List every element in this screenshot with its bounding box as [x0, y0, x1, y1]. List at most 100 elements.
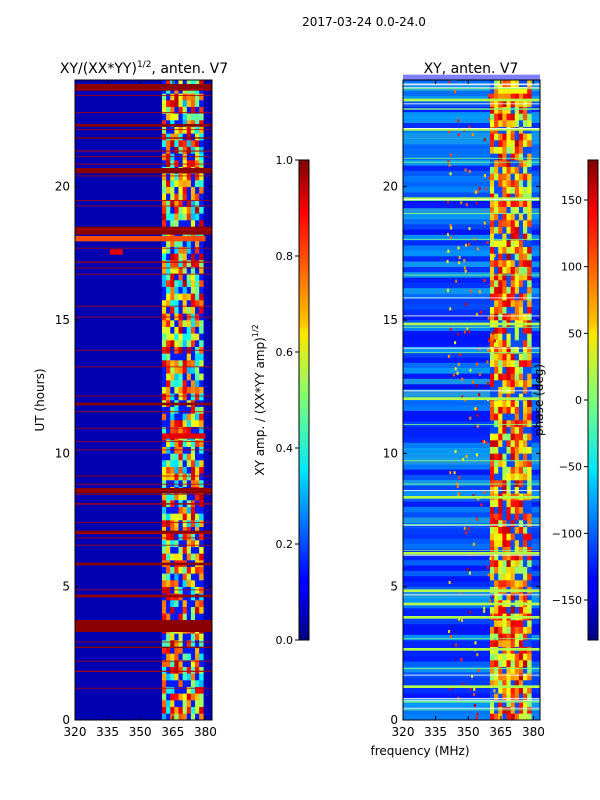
heatmap-cell	[178, 266, 183, 274]
heatmap-cell	[190, 386, 196, 394]
heatmap-cell	[161, 713, 167, 721]
flagged-line	[75, 489, 212, 491]
heatmap-noise-row	[403, 160, 540, 166]
heatmap-cell	[506, 460, 511, 467]
heatmap-cell	[174, 220, 179, 227]
heatmap-cell	[510, 473, 516, 481]
heatmap-cell	[498, 633, 503, 641]
flagged-band	[75, 226, 212, 235]
heatmap-cell	[199, 706, 204, 714]
heatmap-cell	[527, 293, 532, 301]
heatmap-cell	[161, 673, 167, 681]
heatmap-cell	[195, 393, 200, 401]
heatmap-cell	[494, 453, 499, 461]
heatmap-speckle	[493, 339, 496, 343]
heatmap-speckle	[487, 381, 490, 385]
heatmap-cell	[190, 640, 196, 647]
heatmap-cell	[489, 713, 495, 721]
heatmap-cell	[494, 273, 499, 281]
heatmap-cell	[182, 246, 188, 254]
heatmap-cell	[518, 606, 524, 614]
heatmap-cell	[494, 166, 499, 174]
heatmap-cell	[514, 693, 520, 701]
flagged-line	[75, 261, 212, 263]
flagged-line	[403, 524, 540, 526]
heatmap-cell	[514, 346, 520, 354]
heatmap-cell	[502, 660, 507, 667]
heatmap-cell	[514, 153, 520, 161]
heatmap-cell	[182, 100, 188, 107]
heatmap-cell	[506, 680, 511, 687]
heatmap-cell	[518, 673, 524, 681]
heatmap-cell	[199, 366, 204, 374]
heatmap-cell	[502, 260, 507, 267]
heatmap-cell	[161, 413, 167, 421]
heatmap-cell	[182, 513, 188, 521]
heatmap-cell	[506, 333, 511, 341]
heatmap-cell	[178, 526, 183, 534]
heatmap-cell	[190, 340, 196, 347]
heatmap-cell	[510, 540, 516, 547]
heatmap-cell	[166, 426, 171, 434]
heatmap-noise-row	[403, 448, 540, 454]
heatmap-speckle	[455, 643, 458, 647]
flagged-line	[75, 670, 212, 672]
heatmap-cell	[199, 606, 204, 614]
flagged-line	[403, 554, 540, 556]
heatmap-cell	[502, 173, 507, 181]
heatmap-cell	[506, 413, 511, 421]
heatmap-cell	[514, 533, 520, 541]
heatmap-cell	[178, 353, 183, 361]
heatmap-cell	[190, 160, 196, 167]
heatmap-cell	[506, 393, 511, 401]
heatmap-speckle	[483, 440, 486, 444]
heatmap-speckle	[471, 132, 474, 136]
heatmap-cell	[510, 626, 516, 634]
heatmap-cell	[506, 160, 511, 167]
heatmap-cell	[523, 453, 528, 461]
heatmap-cell	[170, 260, 175, 267]
heatmap-cell	[518, 193, 524, 201]
heatmap-cell	[161, 146, 167, 154]
heatmap-cell	[174, 540, 179, 547]
flagged-line	[403, 326, 540, 328]
heatmap-cell	[178, 513, 183, 521]
heatmap-cell	[502, 446, 507, 454]
heatmap-cell	[514, 506, 520, 514]
heatmap-cell	[527, 353, 532, 361]
heatmap-cell	[527, 520, 532, 527]
heatmap-cell	[527, 106, 532, 114]
heatmap-cell	[518, 640, 524, 647]
heatmap-cell	[506, 660, 511, 667]
heatmap-noise-row	[403, 506, 540, 513]
heatmap-cell	[518, 460, 524, 467]
heatmap-cell	[186, 466, 192, 474]
heatmap-cell	[199, 460, 204, 467]
heatmap-cell	[523, 573, 528, 581]
heatmap-speckle	[462, 683, 465, 687]
heatmap-cell	[506, 106, 511, 114]
heatmap-cell	[199, 426, 204, 434]
heatmap-noise-row	[403, 341, 540, 347]
heatmap-cell	[166, 666, 171, 674]
heatmap-cell	[166, 126, 171, 134]
heatmap-cell	[174, 713, 179, 721]
heatmap-cell	[510, 666, 516, 674]
flagged-band	[75, 402, 212, 406]
heatmap-cell	[174, 253, 179, 261]
heatmap-cell	[523, 153, 528, 161]
heatmap-cell	[523, 193, 528, 201]
heatmap-cell	[178, 273, 183, 281]
flagged-line	[75, 595, 212, 597]
heatmap-cell	[494, 573, 499, 581]
heatmap-speckle	[456, 484, 459, 488]
heatmap-cell	[494, 660, 499, 667]
heatmap-cell	[199, 373, 204, 381]
heatmap-cell	[190, 213, 196, 221]
heatmap-cell	[174, 146, 179, 154]
phase-x-axis: 320 335 350 365 380	[392, 80, 545, 739]
heatmap-cell	[498, 660, 503, 667]
heatmap-cell	[494, 580, 499, 587]
heatmap-cell	[506, 86, 511, 94]
heatmap-cell	[502, 480, 507, 487]
